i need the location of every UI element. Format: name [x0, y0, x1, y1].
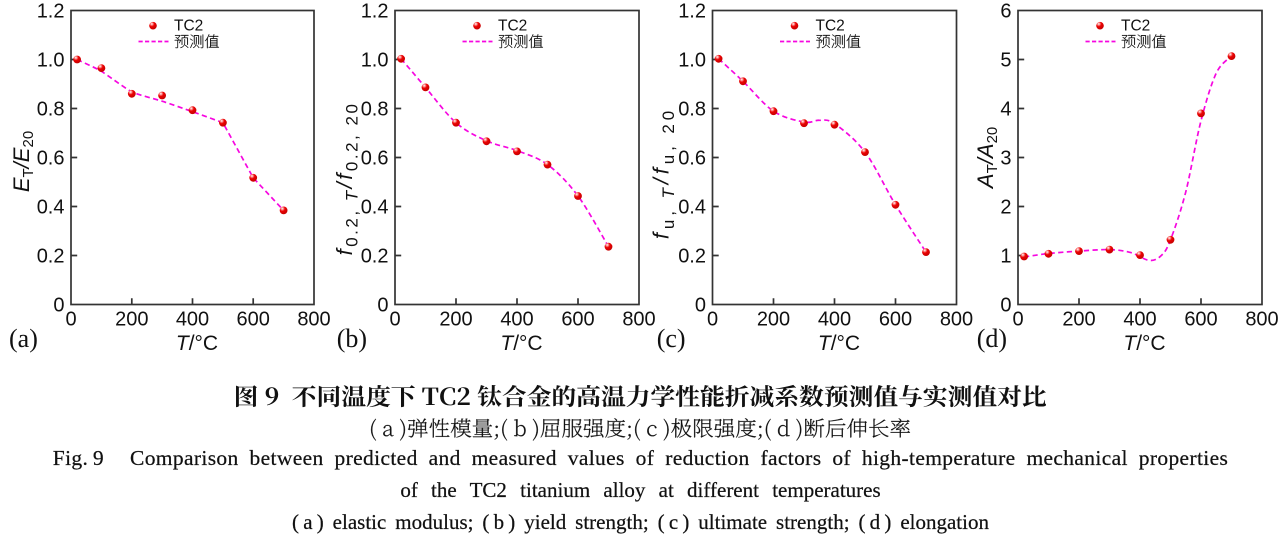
svg-text:400: 400	[1123, 309, 1156, 331]
svg-text:400: 400	[500, 309, 533, 331]
svg-text:0.4: 0.4	[678, 197, 706, 219]
svg-text:0.6: 0.6	[361, 148, 389, 170]
svg-text:fu, T/fu, 20: fu, T/fu, 20	[649, 107, 679, 239]
svg-text:(d): (d)	[977, 324, 1007, 353]
svg-text:0: 0	[65, 309, 76, 331]
svg-text:800: 800	[940, 309, 973, 331]
svg-text:1.0: 1.0	[361, 50, 389, 72]
svg-text:2: 2	[1000, 197, 1011, 219]
svg-text:0.2: 0.2	[678, 246, 706, 268]
svg-text:1.2: 1.2	[361, 1, 389, 23]
svg-text:800: 800	[622, 309, 655, 331]
svg-text:4: 4	[1000, 99, 1011, 121]
svg-text:(c): (c)	[657, 324, 686, 353]
svg-text:0: 0	[377, 295, 388, 317]
svg-text:1: 1	[1000, 246, 1011, 268]
svg-text:TC2: TC2	[816, 18, 845, 35]
svg-text:800: 800	[1245, 309, 1278, 331]
svg-text:600: 600	[237, 309, 270, 331]
svg-text:1.2: 1.2	[37, 1, 65, 23]
svg-text:ET/E20: ET/E20	[9, 131, 37, 192]
svg-text:800: 800	[297, 309, 330, 331]
svg-text:AT/A20: AT/A20	[973, 127, 1001, 190]
svg-text:T/°C: T/°C	[176, 332, 218, 355]
svg-text:5: 5	[1000, 50, 1011, 72]
svg-text:0: 0	[1012, 309, 1023, 331]
svg-text:400: 400	[176, 309, 209, 331]
svg-text:200: 200	[439, 309, 472, 331]
svg-text:0.8: 0.8	[361, 99, 389, 121]
svg-text:0.2: 0.2	[37, 246, 65, 268]
svg-text:TC2: TC2	[1121, 18, 1150, 35]
svg-text:0.8: 0.8	[678, 99, 706, 121]
svg-text:0.6: 0.6	[37, 148, 65, 170]
svg-text:6: 6	[1000, 1, 1011, 23]
svg-text:(b): (b)	[337, 324, 367, 353]
svg-text:0.4: 0.4	[37, 197, 65, 219]
svg-text:0: 0	[707, 309, 718, 331]
svg-text:0.8: 0.8	[37, 99, 65, 121]
svg-text:600: 600	[879, 309, 912, 331]
svg-text:f0.2, T/f0.2, 20: f0.2, T/f0.2, 20	[332, 102, 362, 256]
svg-text:1.0: 1.0	[37, 50, 65, 72]
svg-text:T/°C: T/°C	[500, 332, 542, 355]
svg-text:0.4: 0.4	[361, 197, 389, 219]
svg-text:TC2: TC2	[498, 18, 527, 35]
svg-text:TC2: TC2	[174, 18, 203, 35]
svg-text:1.0: 1.0	[678, 50, 706, 72]
svg-text:0.2: 0.2	[361, 246, 389, 268]
svg-text:400: 400	[818, 309, 851, 331]
svg-text:0: 0	[53, 295, 64, 317]
svg-text:200: 200	[115, 309, 148, 331]
svg-text:(a): (a)	[9, 324, 38, 353]
svg-text:200: 200	[757, 309, 790, 331]
svg-text:T/°C: T/°C	[818, 332, 860, 355]
svg-text:600: 600	[561, 309, 594, 331]
svg-text:3: 3	[1000, 148, 1011, 170]
svg-text:200: 200	[1062, 309, 1095, 331]
svg-text:0: 0	[695, 295, 706, 317]
svg-text:0: 0	[1000, 295, 1011, 317]
svg-text:1.2: 1.2	[678, 1, 706, 23]
svg-text:600: 600	[1184, 309, 1217, 331]
svg-text:T/°C: T/°C	[1123, 332, 1165, 355]
svg-text:0: 0	[389, 309, 400, 331]
svg-text:0.6: 0.6	[678, 148, 706, 170]
